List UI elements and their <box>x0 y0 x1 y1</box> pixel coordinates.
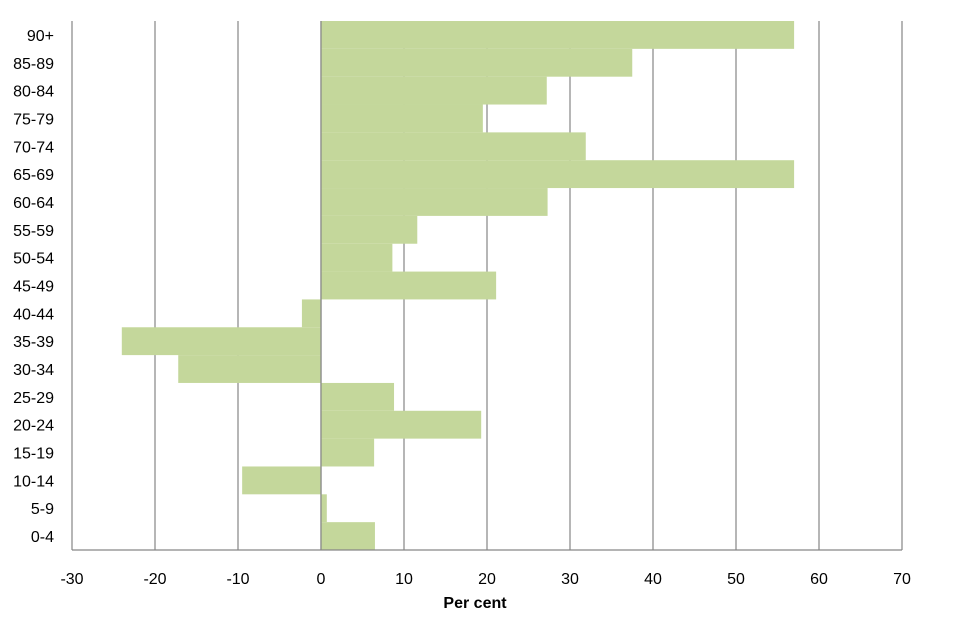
y-tick-label: 5-9 <box>31 501 54 518</box>
bar-50-54 <box>321 243 393 272</box>
y-tick-label: 60-64 <box>13 195 54 212</box>
y-tick-label: 10-14 <box>13 473 54 490</box>
y-tick-label: 35-39 <box>13 334 54 351</box>
x-tick-label: 60 <box>810 571 828 588</box>
bar-30-34 <box>178 355 321 383</box>
bar-20-24 <box>321 410 482 439</box>
y-tick-label: 80-84 <box>13 84 54 101</box>
x-tick-label: -30 <box>60 571 83 588</box>
y-tick-labels: 0-4 5-9 10-14 15-19 20-24 25-29 30-34 35-39 40-4… <box>13 28 54 546</box>
x-tick-label: 30 <box>561 571 579 588</box>
bar-10-14 <box>242 466 321 495</box>
bar-45-49 <box>321 271 497 300</box>
y-tick-label: 20-24 <box>13 418 54 435</box>
bar-70-74 <box>321 132 586 161</box>
bar-0-4 <box>321 522 375 550</box>
y-tick-label: 40-44 <box>13 306 54 323</box>
y-tick-label: 15-19 <box>13 446 54 463</box>
x-tick-label: -10 <box>226 571 249 588</box>
x-tick-label: 50 <box>727 571 745 588</box>
bar-65-69 <box>321 160 795 189</box>
y-tick-label: 0-4 <box>31 529 54 546</box>
bar-25-29 <box>321 382 395 411</box>
x-tick-label: 40 <box>644 571 662 588</box>
y-tick-label: 30-34 <box>13 362 54 379</box>
bar-75-79 <box>321 104 483 133</box>
bar-40-44 <box>301 299 321 328</box>
bar-90plus <box>321 21 795 49</box>
x-tick-labels: -30 -20 -10 0 10 20 30 40 50 60 70 <box>60 571 911 588</box>
bars <box>121 21 795 550</box>
x-tick-label: 10 <box>395 571 413 588</box>
bar-15-19 <box>321 438 375 467</box>
bar-85-89 <box>321 48 633 77</box>
x-tick-label: 0 <box>317 571 326 588</box>
bar-55-59 <box>321 215 418 244</box>
x-tick-label: 20 <box>478 571 496 588</box>
bar-5-9 <box>321 494 327 523</box>
y-tick-label: 70-74 <box>13 139 54 156</box>
bar-35-39 <box>121 327 321 356</box>
x-tick-label: -20 <box>143 571 166 588</box>
y-tick-label: 65-69 <box>13 167 54 184</box>
y-tick-label: 55-59 <box>13 223 54 240</box>
bar-60-64 <box>321 188 548 216</box>
bar-80-84 <box>321 76 547 105</box>
x-axis-title: Per cent <box>443 595 507 612</box>
y-tick-label: 25-29 <box>13 390 54 407</box>
y-tick-label: 45-49 <box>13 279 54 296</box>
y-tick-label: 85-89 <box>13 56 54 73</box>
x-tick-label: 70 <box>893 571 911 588</box>
y-tick-label: 90+ <box>27 28 54 45</box>
y-tick-label: 50-54 <box>13 251 54 268</box>
y-tick-label: 75-79 <box>13 111 54 128</box>
